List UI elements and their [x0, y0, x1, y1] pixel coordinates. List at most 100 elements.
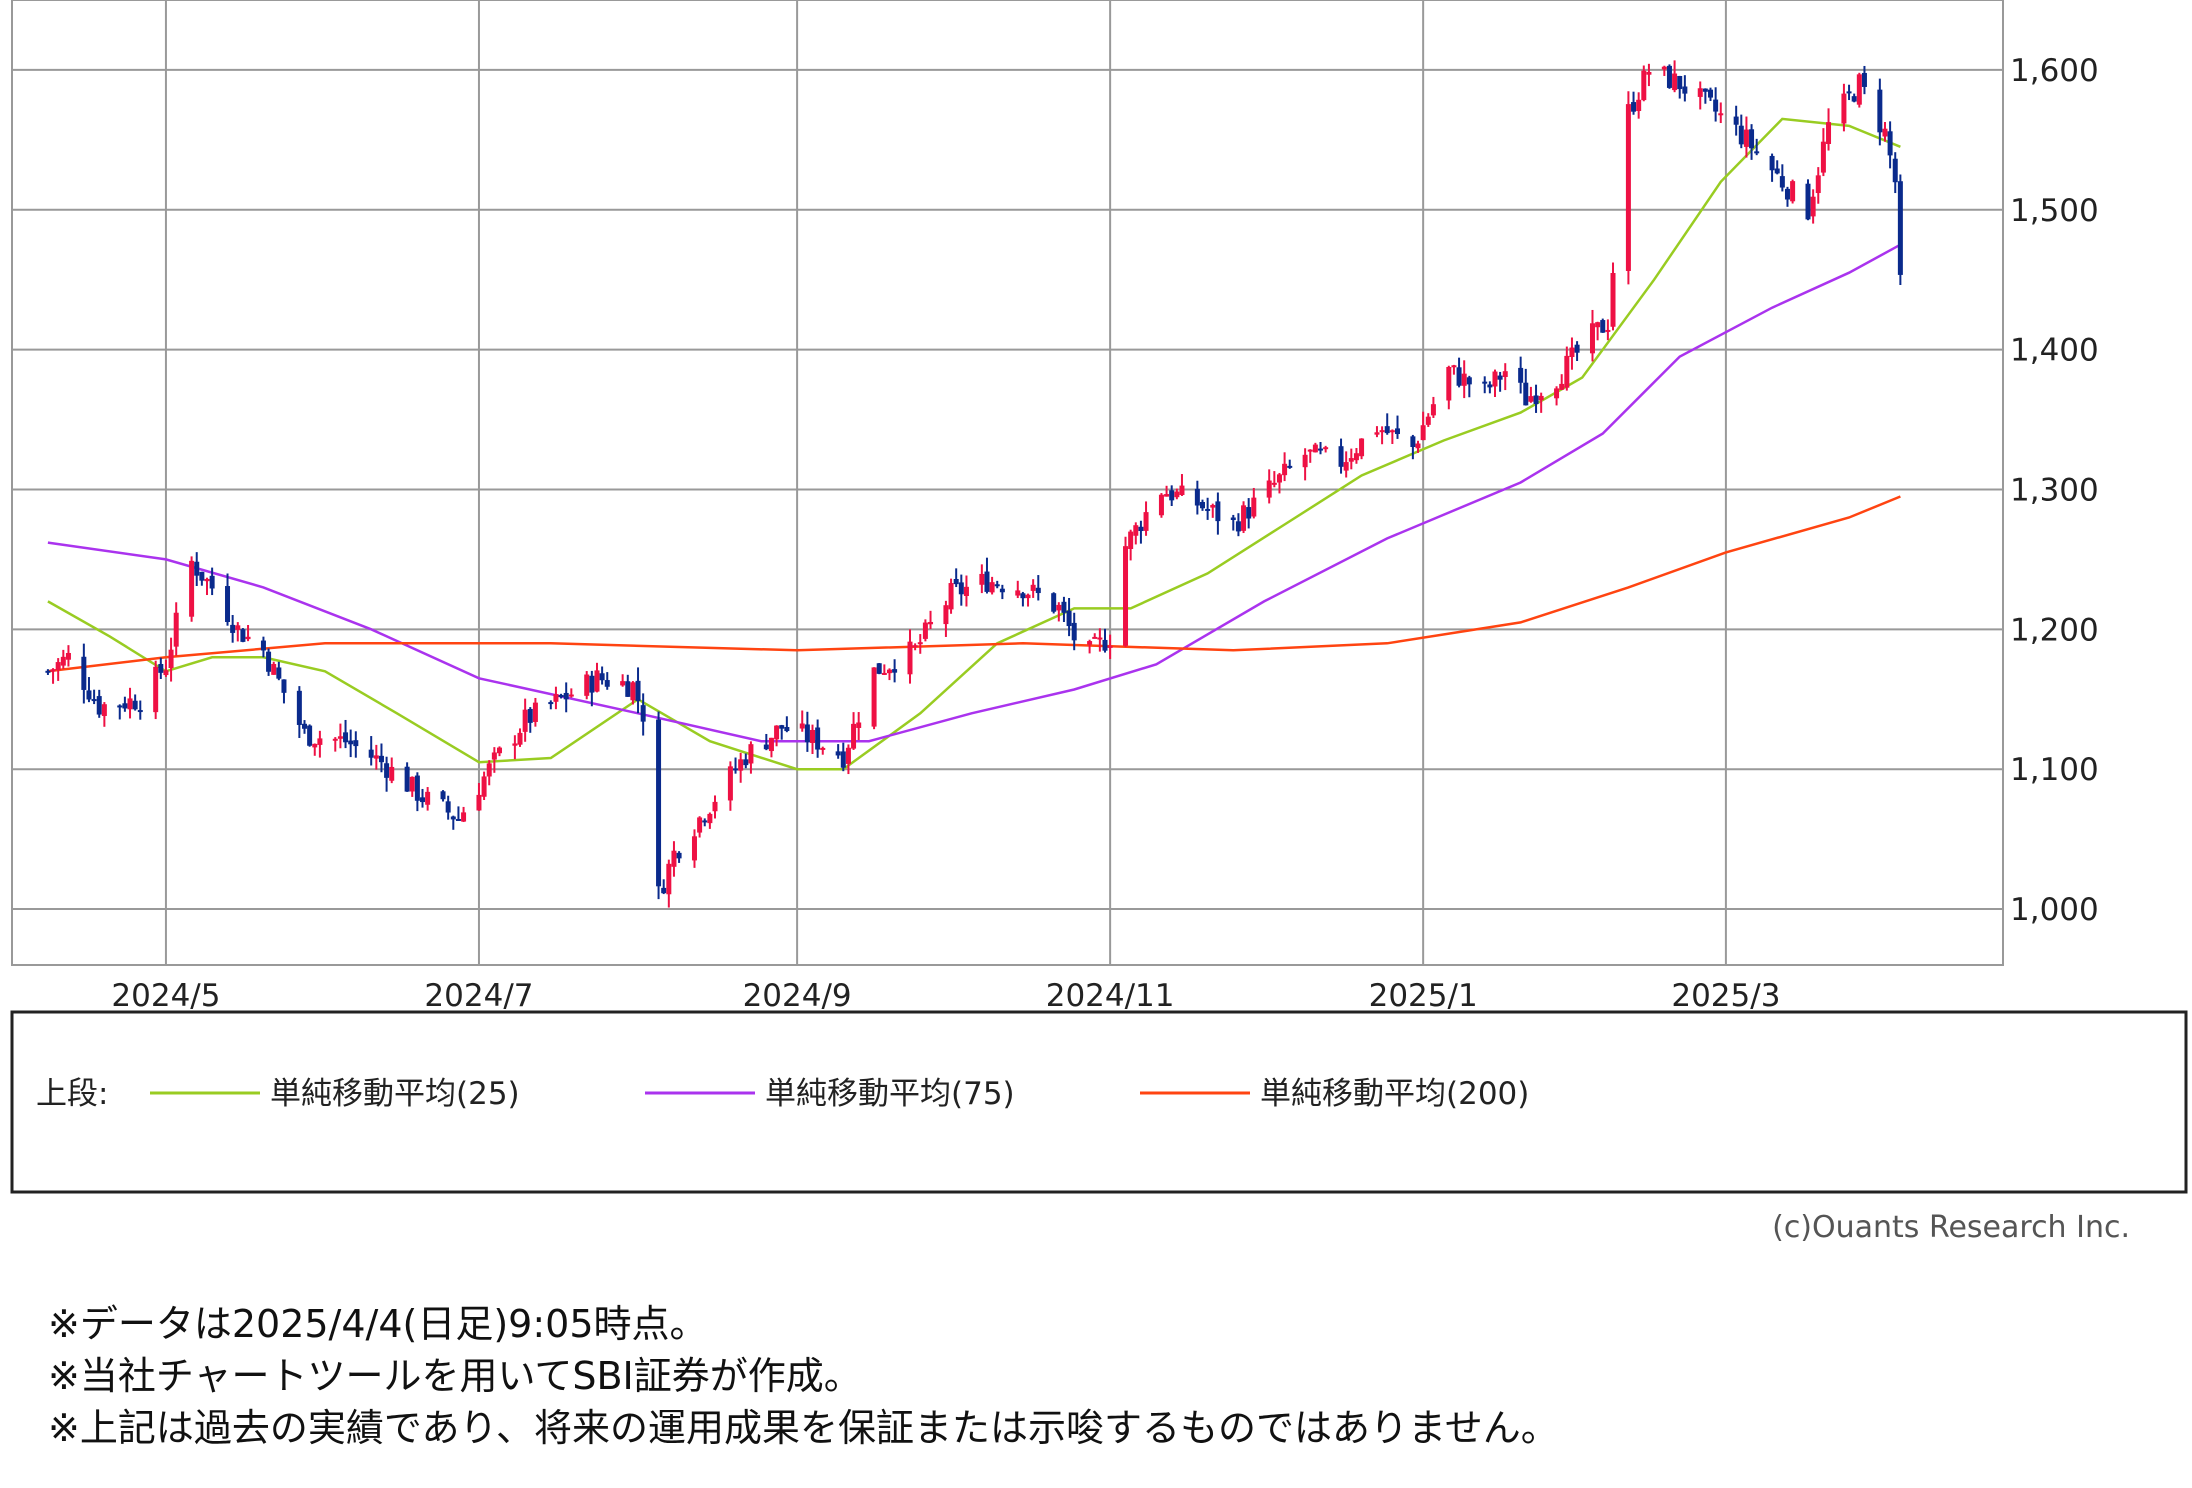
candle-body	[1779, 176, 1785, 188]
candlesticks	[45, 60, 1903, 908]
candle-body	[1035, 587, 1041, 594]
ma-line-0	[47, 117, 1901, 771]
candle-body	[137, 710, 143, 713]
candle-body	[666, 863, 672, 895]
candle-body	[963, 586, 969, 596]
candle-body	[230, 624, 236, 633]
candle-body	[604, 680, 610, 687]
candle-body	[1589, 323, 1595, 354]
candle-body	[1774, 168, 1780, 174]
candle-body	[271, 663, 277, 675]
candle-body	[907, 641, 913, 675]
candle-body	[948, 583, 954, 610]
candle-body	[337, 736, 343, 739]
candle-body	[820, 747, 826, 750]
candle-body	[1353, 453, 1359, 461]
candle-body	[1749, 129, 1755, 149]
candle-body	[1887, 131, 1893, 156]
candle-body	[1456, 367, 1462, 386]
candle-body	[1158, 494, 1164, 516]
candle-body	[1179, 485, 1185, 496]
candle-body	[1882, 128, 1888, 137]
candle-body	[1841, 93, 1847, 124]
candle-body	[958, 582, 964, 595]
candle-body	[620, 681, 626, 686]
candle-body	[348, 740, 354, 745]
candle-body	[712, 801, 718, 812]
candle-body	[1051, 593, 1057, 612]
candle-body	[1559, 383, 1565, 390]
candle-body	[476, 794, 482, 811]
candle-body	[1672, 73, 1678, 91]
candle-body	[1733, 116, 1739, 125]
candle-body	[440, 791, 446, 800]
candle-body	[1497, 375, 1503, 380]
candle-body	[1846, 91, 1852, 94]
candle-body	[1415, 443, 1421, 449]
candle-body	[1487, 384, 1493, 388]
candle-body	[1631, 102, 1637, 112]
candle-body	[389, 766, 395, 781]
legend-label: 単純移動平均(25)	[270, 1076, 520, 1112]
candle-body	[1097, 637, 1103, 640]
candle-body	[168, 649, 174, 669]
legend-label: 単純移動平均(200)	[1260, 1076, 1529, 1112]
candle-body	[276, 667, 282, 679]
candle-body	[1215, 501, 1221, 522]
candle-body	[584, 674, 590, 696]
candle-body	[1743, 129, 1749, 147]
candle-body	[979, 573, 985, 585]
candle-body	[835, 751, 841, 756]
y-axis-ticks: 1,600 1,500 1,400 1,300 1,200 1,100 1,000	[2010, 53, 2099, 928]
candle-body	[455, 818, 461, 821]
candle-body	[1430, 404, 1436, 416]
candle-body	[1348, 458, 1354, 462]
candle-body	[532, 702, 538, 722]
candle-body	[1235, 521, 1241, 532]
candle-body	[1625, 104, 1631, 271]
candle-body	[840, 751, 846, 768]
candle-body	[1538, 395, 1544, 401]
y-tick-label: 1,300	[2010, 472, 2099, 508]
candle-body	[1071, 622, 1077, 641]
moving-average-lines	[47, 117, 1901, 771]
candle-body	[1210, 505, 1216, 508]
candle-body	[414, 775, 420, 801]
candle-body	[209, 575, 215, 589]
x-tick-label: 2024/7	[424, 978, 533, 1014]
candle-body	[1323, 447, 1329, 450]
candle-body	[1230, 517, 1236, 521]
candle-body	[1851, 96, 1857, 102]
candle-body	[189, 560, 195, 617]
candle-body	[1164, 494, 1170, 497]
candle-body	[378, 755, 384, 763]
candle-body	[317, 738, 323, 745]
candle-body	[1815, 175, 1821, 194]
candle-body	[373, 755, 379, 759]
candle-body	[784, 726, 790, 732]
note-1: ※データは2025/4/4(日足)9:05時点。	[48, 1302, 708, 1346]
candle-body	[1425, 416, 1431, 425]
candle-body	[1702, 88, 1708, 92]
candle-body	[691, 836, 697, 861]
candle-body	[1697, 88, 1703, 97]
candle-body	[420, 797, 426, 803]
y-tick-label: 1,500	[2010, 193, 2099, 229]
candle-body	[1461, 373, 1467, 386]
candle-body	[1338, 446, 1344, 467]
candle-body	[1030, 584, 1036, 591]
candle-body	[1061, 601, 1067, 613]
candle-body	[1892, 158, 1898, 183]
candle-body	[307, 725, 313, 746]
candle-body	[1087, 641, 1093, 645]
candle-body	[999, 588, 1005, 593]
candle-body	[55, 662, 61, 670]
candle-body	[353, 740, 359, 747]
candle-body	[1066, 610, 1072, 627]
candle-body	[1384, 426, 1390, 434]
candle-body	[522, 709, 528, 732]
legend-prefix: 上段:	[36, 1076, 108, 1112]
candle-body	[563, 692, 569, 700]
candle-body	[1246, 507, 1252, 519]
candle-body	[1754, 151, 1760, 154]
